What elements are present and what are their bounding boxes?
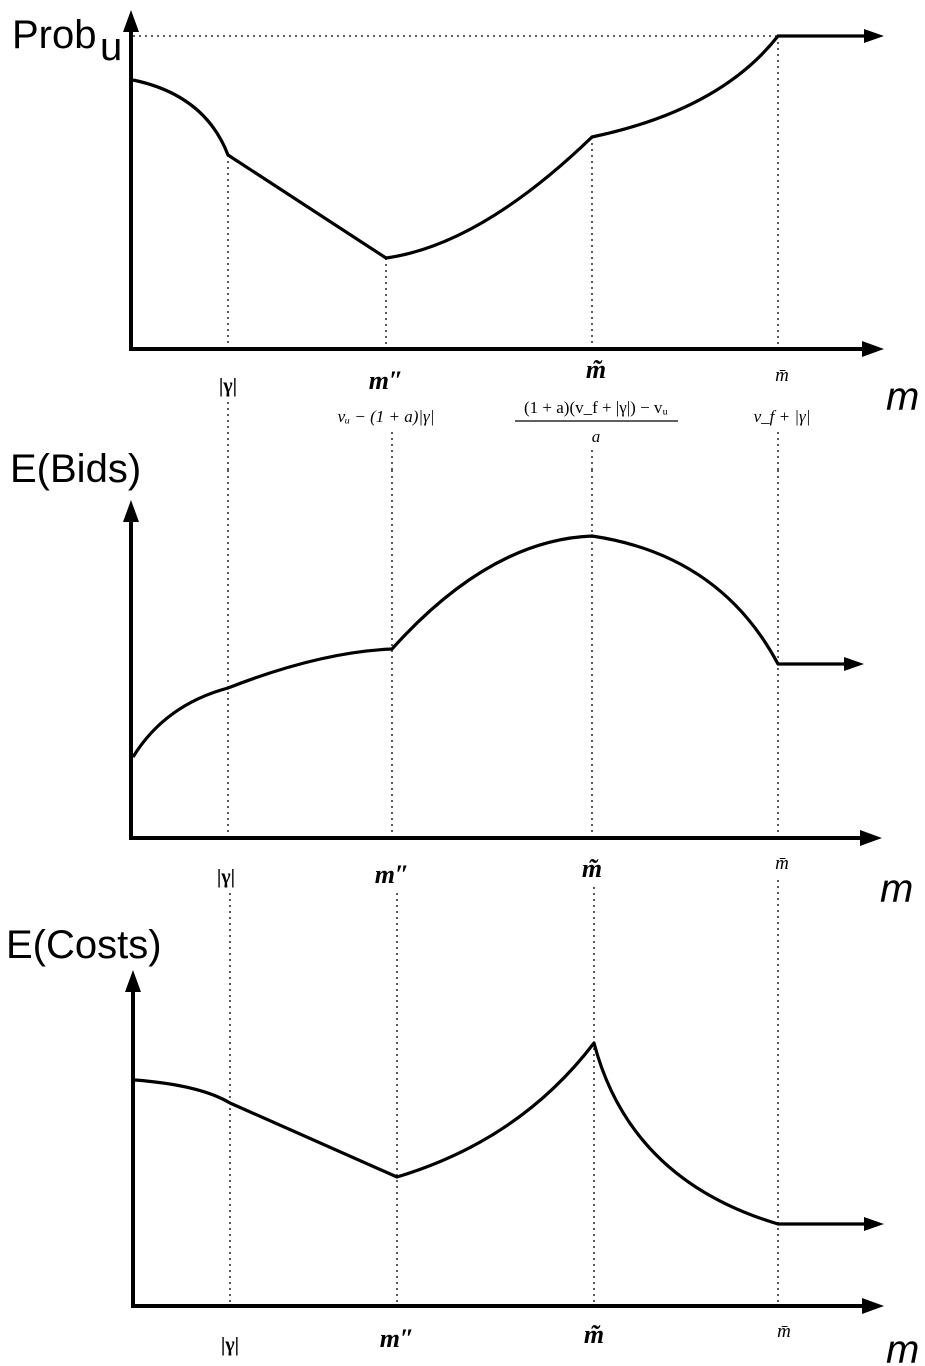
panel-e-costs: E(Costs) m |γ| m″ m̃ m̄ (6, 923, 919, 1366)
prob-u-formula-m-tilde-numerator: (1 + a)(v_f + |γ|) − vᵤ (524, 398, 668, 417)
e-bids-tick-m-tilde: m̃ (582, 854, 602, 883)
e-costs-ylabel: E(Costs) (6, 923, 162, 967)
prob-u-ylabel: Prob (12, 13, 97, 57)
prob-u-x-axis-arrowhead (862, 341, 884, 357)
e-costs-tick-m-bar: m̄ (777, 1321, 791, 1342)
e-bids-curve (131, 534, 846, 758)
e-bids-x-axis-arrowhead (860, 830, 882, 846)
e-bids-ylabel: E(Bids) (10, 447, 141, 491)
prob-u-tick-gamma: |γ| (219, 375, 237, 397)
e-bids-y-axis-arrowhead (123, 500, 139, 522)
e-costs-xlabel: m (886, 1328, 919, 1366)
prob-u-tick-m-dprime: m″ (369, 366, 404, 395)
prob-u-xlabel: m (886, 375, 919, 419)
e-costs-tick-gamma: |γ| (221, 1334, 239, 1356)
e-bids-tick-m-bar: m̄ (775, 853, 789, 874)
prob-u-ylabel-subscript: u (100, 25, 122, 69)
e-costs-tick-m-dprime: m″ (380, 1324, 415, 1353)
prob-u-y-axis-arrowhead (123, 10, 139, 32)
prob-u-formula-m-dprime: vᵤ − (1 + a)|γ| (338, 407, 435, 426)
panel-prob-u: Prob u m |γ| m″ m̃ m̄ vᵤ − (1 + a)|γ| (1… (12, 10, 919, 470)
e-costs-curve-arrowhead (864, 1217, 884, 1231)
e-bids-tick-gamma: |γ| (217, 866, 235, 888)
prob-u-tick-m-bar: m̄ (775, 365, 789, 386)
e-bids-tick-m-dprime: m″ (375, 860, 410, 889)
e-costs-y-axis-arrowhead (125, 970, 141, 992)
prob-u-formula-m-bar: v_f + |γ| (754, 407, 811, 426)
e-bids-xlabel: m (880, 867, 913, 911)
e-costs-curve (134, 1041, 866, 1226)
prob-u-tick-m-tilde: m̃ (586, 355, 606, 384)
e-costs-tick-m-tilde: m̃ (584, 1320, 604, 1349)
prob-u-curve-arrowhead (864, 29, 884, 43)
panel-e-bids: E(Bids) m |γ| m″ m̃ m̄ (10, 447, 913, 1000)
prob-u-curve (132, 34, 866, 260)
e-bids-curve-arrowhead (844, 657, 864, 671)
prob-u-formula-m-tilde-denominator: a (592, 427, 601, 446)
e-costs-x-axis-arrowhead (862, 1298, 884, 1314)
